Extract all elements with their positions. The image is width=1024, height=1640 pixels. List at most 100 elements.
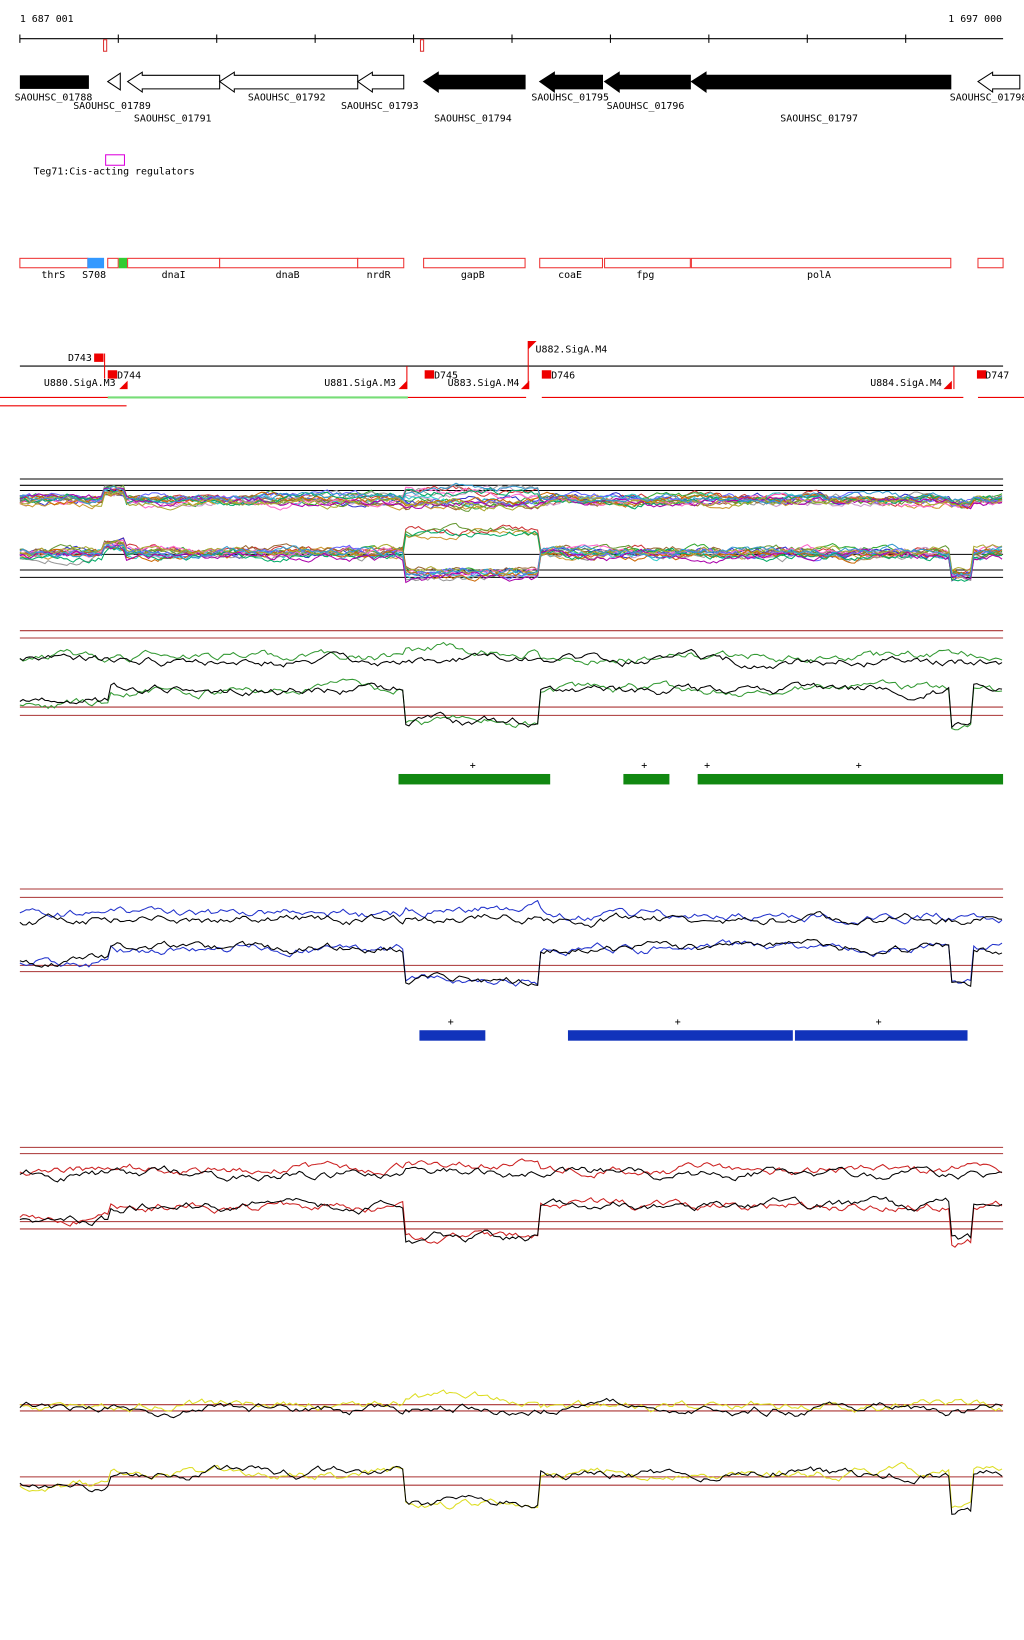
promoter-label: D747 (985, 371, 1009, 382)
profile-line (19, 1461, 1003, 1510)
segment-label: + (675, 1017, 681, 1028)
regulator-box (105, 154, 125, 166)
segment (794, 1030, 968, 1041)
profile-line (19, 1397, 1003, 1419)
gene-label: SAOUHSC_01788 (15, 92, 93, 103)
gene-label: SAOUHSC_01794 (434, 113, 512, 124)
promoter-flag (119, 380, 128, 390)
segment-label: + (448, 1017, 454, 1028)
terminator (94, 353, 104, 362)
gene-box (107, 257, 119, 269)
profile-line (19, 1389, 1003, 1413)
profile-line (19, 910, 1003, 929)
gene-arrow (977, 71, 1021, 94)
gene-arrow (126, 71, 221, 94)
promoter-label: U884.SigA.M4 (870, 378, 942, 389)
promoter-label: D746 (551, 371, 575, 382)
gene-arrow (538, 71, 603, 94)
terminator (107, 370, 118, 379)
gene-box (357, 257, 405, 269)
profile-line (19, 681, 1003, 729)
profile-line (19, 542, 1003, 580)
profile-line (19, 1197, 1003, 1248)
profile-line (19, 1464, 1003, 1515)
profile-line (19, 678, 1003, 731)
promoter-label: D744 (117, 371, 141, 382)
gene-label: SAOUHSC_01796 (607, 101, 685, 112)
regulator-label: Teg71:Cis-acting regulators (33, 167, 194, 178)
gene-label: SAOUHSC_01789 (73, 101, 151, 112)
gene-label: SAOUHSC_01793 (341, 101, 419, 112)
profile-line (19, 543, 1003, 577)
gene-box (127, 257, 221, 269)
segment-label: + (704, 761, 710, 772)
profile-line (19, 487, 1003, 507)
gene-arrow (422, 71, 526, 94)
segment-label: + (876, 1017, 882, 1028)
gene-name: S708 (82, 270, 106, 281)
gene-box (423, 257, 526, 269)
segment (398, 773, 551, 785)
profile-line (19, 938, 1003, 987)
ruler-start: 1 687 001 (20, 14, 74, 25)
promoter-label: D743 (68, 353, 92, 364)
terminator (541, 370, 552, 379)
ruler-marker (103, 39, 108, 52)
gene-box (87, 257, 105, 269)
profile-line (19, 1165, 1003, 1183)
gene-label: SAOUHSC_01798 (950, 92, 1024, 103)
gene-name: gapB (461, 270, 485, 281)
segment (623, 773, 670, 785)
profile-line (19, 648, 1003, 670)
gene-arrow (603, 71, 691, 94)
profile-line (19, 1195, 1003, 1244)
gene-arrow (356, 71, 405, 94)
gene-label: SAOUHSC_01792 (248, 92, 326, 103)
promoter-flag (398, 380, 407, 390)
profile-line (19, 539, 1003, 575)
promoter-label: U883.SigA.M4 (448, 378, 520, 389)
profile-line (19, 482, 1003, 505)
terminator (424, 370, 435, 379)
segment-label: + (470, 761, 476, 772)
gene-box (539, 257, 603, 269)
segment (567, 1030, 793, 1041)
profile-line (19, 899, 1003, 925)
gene-box (977, 257, 1004, 269)
gene-arrow (106, 72, 121, 91)
segment (697, 773, 1004, 785)
gene-arrow (19, 75, 89, 89)
segment-label: + (856, 761, 862, 772)
gene-box (19, 257, 89, 269)
promoter-label: U880.SigA.M3 (44, 378, 116, 389)
gene-arrow (690, 71, 952, 94)
gene-name: fpg (636, 270, 654, 281)
promoter-label: U881.SigA.M3 (324, 378, 396, 389)
ruler-end: 1 697 000 (948, 14, 1002, 25)
promoter-label: U882.SigA.M4 (536, 344, 608, 355)
profile-line (19, 544, 1003, 584)
profile-line (19, 1158, 1003, 1179)
profile-line (19, 641, 1003, 666)
gene-name: coaE (558, 270, 582, 281)
gene-box (604, 257, 691, 269)
gene-box (690, 257, 952, 269)
promoter-label: D745 (434, 371, 458, 382)
gene-label: SAOUHSC_01797 (780, 113, 858, 124)
profile-line (19, 542, 1003, 578)
gene-name: polA (807, 270, 831, 281)
gene-name: dnaI (162, 270, 186, 281)
profile-line (19, 485, 1003, 509)
segment-label: + (641, 761, 647, 772)
terminator (976, 370, 987, 379)
gene-label: SAOUHSC_01795 (531, 92, 609, 103)
gene-name: dnaB (276, 270, 300, 281)
ruler-marker (419, 39, 425, 52)
segment (419, 1030, 486, 1041)
profile-line (19, 939, 1003, 987)
gene-label: SAOUHSC_01791 (134, 113, 212, 124)
gene-name: thrS (41, 270, 65, 281)
gene-box (118, 257, 128, 269)
